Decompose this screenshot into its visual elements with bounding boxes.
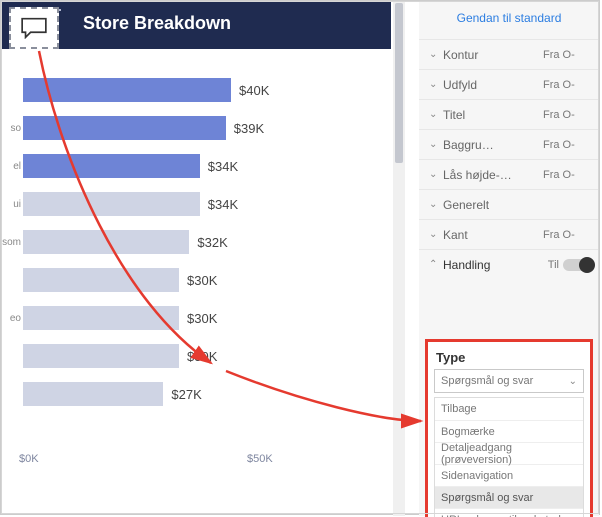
chevron-down-icon: ⌄ — [429, 139, 443, 150]
section-state: Fra O- — [543, 169, 593, 181]
format-pane: Gendan til standard ⌄KonturFra O-⌄Udfyld… — [419, 1, 599, 516]
bar-category: so — [1, 123, 23, 134]
bar-rect — [23, 268, 179, 292]
section-label: Handling — [443, 258, 548, 272]
bar-rect — [23, 78, 231, 102]
type-option[interactable]: URL-adresse til websted — [435, 508, 583, 517]
bar-chart: $0K $50K $40K so $39K el $34K ui $34K som $32K $3… — [1, 63, 391, 473]
x-axis-tick-min: $0K — [19, 453, 39, 465]
bar-value-label: $32K — [197, 235, 227, 250]
vertical-scrollbar[interactable] — [393, 1, 405, 516]
chevron-down-icon: ⌄ — [429, 229, 443, 240]
type-dropdown-highlight: Type Spørgsmål og svar ⌄ TilbageBogmærke… — [425, 339, 593, 517]
bar-rect — [23, 154, 200, 178]
type-selected-value: Spørgsmål og svar — [441, 375, 533, 387]
toggle-state-label: Til — [548, 259, 559, 271]
chart-header: ··· Store Breakdown — [1, 1, 391, 49]
section-row[interactable]: ⌄Generelt — [419, 189, 599, 219]
section-handling[interactable]: ⌃ Handling Til — [419, 249, 599, 279]
chevron-down-icon: ⌄ — [429, 169, 443, 180]
bar-category: eo — [1, 313, 23, 324]
comment-icon — [20, 17, 48, 39]
type-option[interactable]: Bogmærke — [435, 420, 583, 442]
x-axis-tick-max: $50K — [247, 453, 273, 465]
chevron-down-icon: ⌄ — [429, 199, 443, 210]
section-label: Generelt — [443, 198, 543, 212]
section-label: Titel — [443, 108, 543, 122]
section-state: Fra O- — [543, 79, 593, 91]
type-options-list: TilbageBogmærkeDetaljeadgang (prøveversi… — [434, 397, 584, 517]
bar-value-label: $30K — [187, 273, 217, 288]
bar-value-label: $30K — [187, 349, 217, 364]
bar-value-label: $27K — [171, 387, 201, 402]
section-label: Kontur — [443, 48, 543, 62]
section-label: Lås højde-… — [443, 168, 543, 182]
scrollbar-thumb[interactable] — [395, 3, 403, 163]
button-visual-selection[interactable] — [9, 7, 59, 49]
bar-rect — [23, 230, 189, 254]
chart-title: Store Breakdown — [83, 13, 231, 34]
bar-category: ui — [1, 199, 23, 210]
bar-category: som — [1, 237, 23, 248]
section-state: Fra O- — [543, 139, 593, 151]
bar-rect — [23, 116, 226, 140]
restore-default-link[interactable]: Gendan til standard — [419, 1, 599, 39]
bar-value-label: $34K — [208, 159, 238, 174]
section-row[interactable]: ⌄TitelFra O- — [419, 99, 599, 129]
chevron-down-icon: ⌄ — [429, 49, 443, 60]
type-option[interactable]: Spørgsmål og svar — [435, 486, 583, 508]
section-row[interactable]: ⌄UdfyldFra O- — [419, 69, 599, 99]
bar-row[interactable]: ui $34K — [1, 187, 391, 221]
toggle-handling[interactable] — [563, 259, 593, 271]
bar-rect — [23, 382, 163, 406]
bar-value-label: $39K — [234, 121, 264, 136]
bar-row[interactable]: el $34K — [1, 149, 391, 183]
type-label: Type — [434, 348, 584, 369]
section-row[interactable]: ⌄Lås højde-…Fra O- — [419, 159, 599, 189]
section-row[interactable]: ⌄KonturFra O- — [419, 39, 599, 69]
bar-row[interactable]: eo $30K — [1, 301, 391, 335]
bar-category: el — [1, 161, 23, 172]
bar-row[interactable]: $27K — [1, 377, 391, 411]
type-option[interactable]: Tilbage — [435, 398, 583, 420]
chevron-down-icon: ⌄ — [429, 79, 443, 90]
section-label: Udfyld — [443, 78, 543, 92]
bar-rect — [23, 306, 179, 330]
bar-row[interactable]: $30K — [1, 263, 391, 297]
bar-value-label: $34K — [208, 197, 238, 212]
section-row[interactable]: ⌄KantFra O- — [419, 219, 599, 249]
section-label: Baggru… — [443, 138, 543, 152]
type-select[interactable]: Spørgsmål og svar ⌄ — [434, 369, 584, 393]
bar-value-label: $40K — [239, 83, 269, 98]
chevron-down-icon: ⌄ — [429, 109, 443, 120]
type-option[interactable]: Detaljeadgang (prøveversion) — [435, 442, 583, 464]
section-state: Fra O- — [543, 49, 593, 61]
chevron-up-icon: ⌃ — [429, 259, 443, 270]
type-option[interactable]: Sidenavigation — [435, 464, 583, 486]
bar-rect — [23, 344, 179, 368]
bar-value-label: $30K — [187, 311, 217, 326]
section-row[interactable]: ⌄Baggru…Fra O- — [419, 129, 599, 159]
bar-row[interactable]: so $39K — [1, 111, 391, 145]
bar-row[interactable]: $40K — [1, 73, 391, 107]
section-label: Kant — [443, 228, 543, 242]
section-state: Fra O- — [543, 109, 593, 121]
chevron-down-icon: ⌄ — [569, 376, 577, 387]
section-state: Fra O- — [543, 229, 593, 241]
bar-row[interactable]: $30K — [1, 339, 391, 373]
bar-row[interactable]: som $32K — [1, 225, 391, 259]
bar-rect — [23, 192, 200, 216]
